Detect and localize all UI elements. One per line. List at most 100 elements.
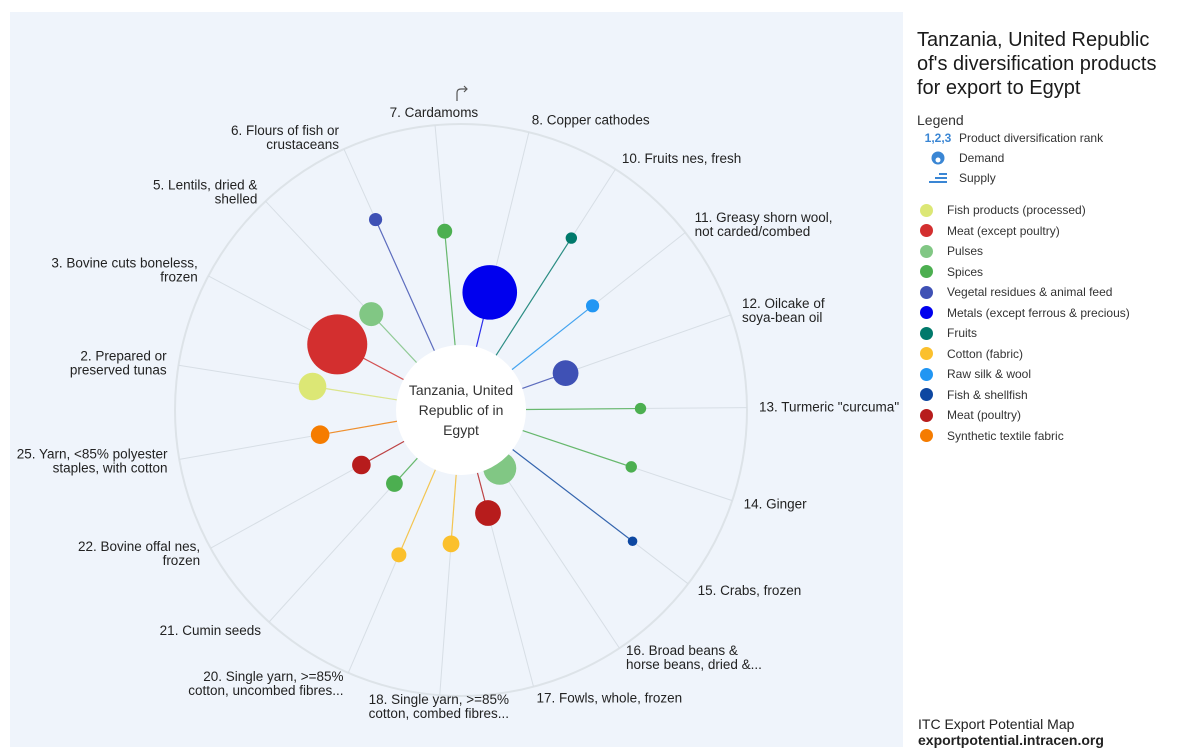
legend-item-label: Meat (poultry) <box>947 408 1022 423</box>
demand-bubble[interactable] <box>627 536 638 547</box>
legend-demand-label: Demand <box>959 151 1005 165</box>
demand-bubble[interactable] <box>368 212 383 227</box>
product-label[interactable]: 18. Single yarn, >=85% cotton, combed fib… <box>369 692 509 721</box>
product-label[interactable]: 12. Oilcake of soya-bean oil <box>742 296 825 325</box>
product-label-line: 7. Cardamoms <box>390 105 479 120</box>
demand-bubble[interactable] <box>442 535 460 553</box>
product-label[interactable]: 20. Single yarn, >=85% cotton, uncombed f… <box>188 669 343 698</box>
demand-icon <box>917 150 959 166</box>
product-label-line: 25. Yarn, <85% polyester <box>17 446 168 461</box>
legend-item-label: Pulses <box>947 244 984 259</box>
product-label-line: 14. Ginger <box>744 496 808 511</box>
legend-item[interactable]: Vegetal residues & animal feed <box>917 282 1182 303</box>
center-label: Tanzania, United Republic of in Egypt <box>408 382 514 438</box>
legend-item-label: Spices <box>947 264 984 279</box>
demand-bubble[interactable] <box>552 360 579 387</box>
legend-heading: Legend <box>917 112 964 128</box>
supply-line <box>398 469 436 556</box>
legend-item-label: Synthetic textile fabric <box>947 428 1064 443</box>
product-label[interactable]: 22. Bovine offal nes, frozen <box>78 539 200 568</box>
legend-item[interactable]: Raw silk & wool <box>917 364 1182 385</box>
supply-line <box>525 407 641 411</box>
legend-item[interactable]: Pulses <box>917 241 1182 262</box>
demand-bubble[interactable] <box>565 232 578 244</box>
product-label[interactable]: 6. Flours of fish or crustaceans <box>231 123 340 152</box>
supply-line <box>512 449 633 542</box>
product-label[interactable]: 8. Copper cathodes <box>532 113 650 128</box>
product-label[interactable]: 14. Ginger <box>744 496 808 511</box>
legend-item-label: Metals (except ferrous & precious) <box>947 305 1130 320</box>
product-label-line: 12. Oilcake of <box>742 296 825 311</box>
legend-item[interactable]: Fish products (processed) <box>917 200 1182 221</box>
product-label-line: 6. Flours of fish or <box>231 123 340 138</box>
supply-line <box>375 219 435 351</box>
legend-item[interactable]: Metals (except ferrous & precious) <box>917 303 1182 324</box>
product-label[interactable]: 13. Turmeric "curcuma" <box>759 400 899 415</box>
product-label[interactable]: 17. Fowls, whole, frozen <box>537 690 683 705</box>
demand-bubble[interactable] <box>437 223 453 239</box>
legend-swatch <box>920 203 933 217</box>
supply-line <box>495 237 572 356</box>
product-label-line: 13. Turmeric "curcuma" <box>759 400 899 415</box>
legend-item[interactable]: Meat (poultry) <box>917 405 1182 426</box>
demand-bubble[interactable] <box>585 299 600 313</box>
product-label[interactable]: 15. Crabs, frozen <box>698 583 802 598</box>
product-label-line: soya-bean oil <box>742 310 822 325</box>
demand-bubble[interactable] <box>352 455 371 475</box>
product-label[interactable]: 5. Lentils, dried & shelled <box>153 177 257 206</box>
product-label-line: 10. Fruits nes, fresh <box>622 151 741 166</box>
product-label-line: 8. Copper cathodes <box>532 113 650 128</box>
legend-supply-row: Supply <box>917 168 1182 188</box>
product-label-line: preserved tunas <box>70 362 167 377</box>
legend-item[interactable]: Cotton (fabric) <box>917 344 1182 365</box>
supply-line <box>444 231 456 346</box>
product-label-line: horse beans, dried &... <box>626 657 762 672</box>
product-label-line: 18. Single yarn, >=85% <box>369 692 509 707</box>
demand-bubble[interactable] <box>359 302 384 327</box>
demand-bubble[interactable] <box>386 475 403 492</box>
footer-link[interactable]: exportpotential.intracen.org <box>918 732 1104 748</box>
product-label-line: frozen <box>160 269 198 284</box>
demand-bubble[interactable] <box>634 402 647 415</box>
product-label[interactable]: 7. Cardamoms <box>390 105 479 120</box>
legend-item[interactable]: Fish & shellfish <box>917 385 1182 406</box>
supply-line <box>450 474 457 544</box>
product-label-line: crustaceans <box>266 137 339 152</box>
page-title: Tanzania, United Republic of's diversifi… <box>917 29 1157 99</box>
legend-item[interactable]: Fruits <box>917 323 1182 344</box>
legend-item[interactable]: Spices <box>917 262 1182 283</box>
product-label-line: 5. Lentils, dried & <box>153 177 257 192</box>
demand-bubble[interactable] <box>483 451 517 485</box>
product-label[interactable]: 3. Bovine cuts boneless, frozen <box>51 255 197 284</box>
legend-item-label: Meat (except poultry) <box>947 223 1060 238</box>
legend-swatch <box>920 388 933 402</box>
legend-item[interactable]: Synthetic textile fabric <box>917 426 1182 447</box>
product-label[interactable]: 11. Greasy shorn wool, not carded/combed <box>695 210 833 239</box>
demand-bubble[interactable] <box>462 265 518 320</box>
product-label-line: 16. Broad beans & <box>626 643 738 658</box>
demand-bubble[interactable] <box>475 500 501 526</box>
product-label[interactable]: 16. Broad beans & horse beans, dried &... <box>626 643 762 672</box>
legend-swatch <box>920 265 933 279</box>
demand-bubble[interactable] <box>298 372 327 401</box>
supply-line <box>312 385 397 401</box>
demand-bubble[interactable] <box>307 314 368 375</box>
demand-bubble[interactable] <box>625 461 637 473</box>
supply-line <box>511 305 593 371</box>
product-label[interactable]: 2. Prepared or preserved tunas <box>70 348 167 377</box>
legend-rank-label: Product diversification rank <box>959 131 1104 145</box>
product-label[interactable]: 25. Yarn, <85% polyester staples, with co… <box>17 446 168 475</box>
supply-line <box>320 420 398 436</box>
legend-item-label: Vegetal residues & animal feed <box>947 285 1113 300</box>
legend-item[interactable]: Meat (except poultry) <box>917 221 1182 242</box>
outer-ring <box>174 123 748 697</box>
demand-bubble[interactable] <box>310 425 330 445</box>
legend-kinds: 1,2,3 Product diversification rank Deman… <box>917 128 1182 188</box>
product-label[interactable]: 21. Cumin seeds <box>160 623 262 638</box>
product-label[interactable]: 10. Fruits nes, fresh <box>622 151 741 166</box>
redo-arrow-icon[interactable] <box>456 85 468 101</box>
product-label-line: 2. Prepared or <box>80 348 167 363</box>
spoke <box>496 463 620 649</box>
legend-swatch <box>920 367 933 381</box>
demand-bubble[interactable] <box>391 547 407 563</box>
